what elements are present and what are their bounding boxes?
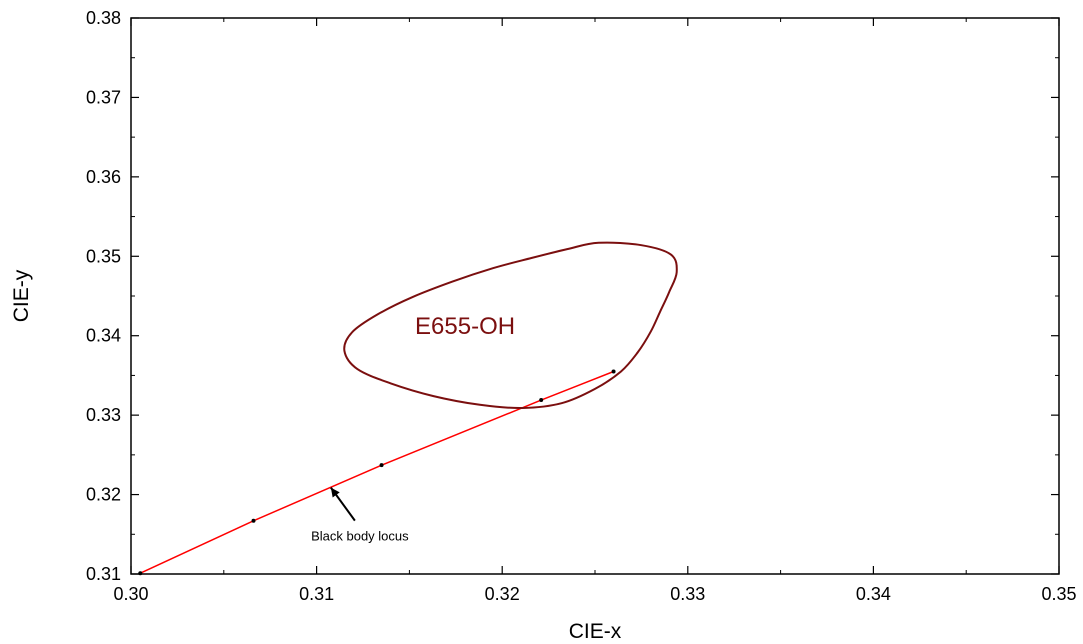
- x-tick-label: 0.32: [485, 584, 520, 604]
- x-axis-title: CIE-x: [569, 620, 622, 643]
- y-tick-label: 0.38: [86, 8, 121, 28]
- x-tick-label: 0.33: [670, 584, 705, 604]
- arrow-head: [330, 487, 340, 498]
- ellipse-label: E655-OH: [415, 313, 515, 340]
- y-tick-label: 0.34: [86, 326, 121, 346]
- data-point: [379, 463, 384, 468]
- e655-oh-ellipse: [343, 241, 678, 410]
- plot-area: E655-OH Black body locus: [138, 241, 678, 576]
- annotation-label: Black body locus: [311, 529, 409, 544]
- data-point: [251, 518, 256, 523]
- x-tick-label: 0.31: [299, 584, 334, 604]
- y-tick-label: 0.36: [86, 167, 121, 187]
- data-point: [611, 369, 616, 374]
- y-tick-label: 0.33: [86, 405, 121, 425]
- y-tick-label: 0.32: [86, 485, 121, 505]
- axis-ticks: 0.30 0.31 0.32 0.33 0.34 0.350.310.320.330.34…: [86, 8, 1077, 604]
- y-tick-label: 0.35: [86, 246, 121, 266]
- x-tick-label: 0.34: [856, 584, 891, 604]
- data-point: [539, 398, 544, 403]
- plot-frame: [130, 17, 1060, 575]
- x-tick-label: 0.30: [113, 584, 148, 604]
- y-tick-label: 0.37: [86, 87, 121, 107]
- y-axis-title: CIE-y: [10, 269, 33, 322]
- x-tick-label: 0.35: [1041, 584, 1076, 604]
- y-tick-label: 0.31: [86, 564, 121, 584]
